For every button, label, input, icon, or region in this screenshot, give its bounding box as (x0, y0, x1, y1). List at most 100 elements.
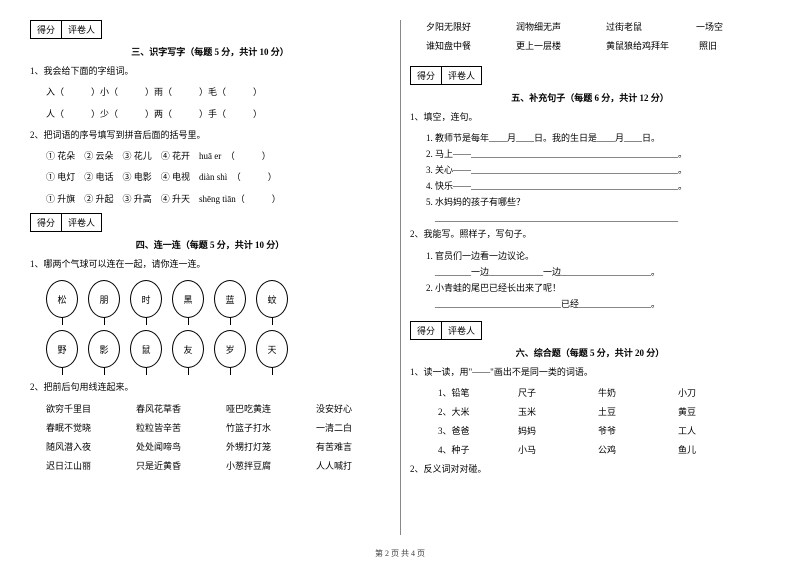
word-cell: 妈妈 (518, 424, 558, 437)
match-cell: 人人喊打 (316, 459, 376, 472)
match-cell: 夕阳无限好 (426, 20, 486, 33)
word-row: 3、爸爸 妈妈 爷爷 工人 (410, 424, 770, 437)
fill-line: ________一边____________一边________________… (410, 265, 770, 278)
match-cell: 春眠不觉晓 (46, 421, 106, 434)
match-cell: 小葱拌豆腐 (226, 459, 286, 472)
match-row: 随风潜入夜处处闻啼鸟外甥打灯笼有苦难言 (30, 440, 390, 453)
balloon: 友 (172, 330, 204, 368)
word-cell: 2、大米 (438, 405, 478, 418)
q5-2: 2、我能写。照样子，写句子。 (410, 227, 770, 242)
q3-1-line2: 人（ ）少（ ）两（ ）手（ ） (30, 107, 390, 122)
score-box-5: 得分 评卷人 (410, 66, 482, 85)
word-row: 2、大米 玉米 土豆 黄豆 (410, 405, 770, 418)
word-cell: 牛奶 (598, 386, 638, 399)
score-box-6: 得分 评卷人 (410, 321, 482, 340)
q5-1: 1、填空，连句。 (410, 110, 770, 125)
word-cell: 黄豆 (678, 405, 718, 418)
word-cell: 小马 (518, 443, 558, 456)
match-cell: 一清二白 (316, 421, 376, 434)
balloons-bottom: 野 影 鼠 友 岁 天 (46, 330, 390, 368)
score-box-3: 得分 评卷人 (30, 20, 102, 39)
section-4-title: 四、连一连（每题 5 分，共计 10 分） (30, 238, 390, 251)
match-row: 夕阳无限好 润物细无声 过街老鼠 一场空 (410, 20, 770, 33)
word-cell: 玉米 (518, 405, 558, 418)
match-cell: 黄鼠狼给鸡拜年 (606, 39, 669, 52)
match-cell: 欲穷千里目 (46, 402, 106, 415)
match-cell: 春风花草香 (136, 402, 196, 415)
balloon: 影 (88, 330, 120, 368)
score-label: 得分 (31, 214, 62, 231)
match-cell: 过街老鼠 (606, 20, 666, 33)
word-cell: 1、铅笔 (438, 386, 478, 399)
match-cell: 竹篮子打水 (226, 421, 286, 434)
left-column: 得分 评卷人 三、识字写字（每题 5 分，共计 10 分） 1、我会给下面的字组… (30, 20, 390, 483)
grader-label: 评卷人 (442, 67, 481, 84)
match-cell: 一场空 (696, 20, 756, 33)
fill-line: 1. 教师节是每年____月____日。我的生日是____月____日。 (410, 131, 770, 144)
q4-1: 1、哪两个气球可以连在一起，请你连一连。 (30, 257, 390, 272)
fill-line: ________________________________________… (410, 211, 770, 224)
balloon: 蓝 (214, 280, 246, 318)
q6-1: 1、读一读，用"——"画出不是同一类的词语。 (410, 365, 770, 380)
balloon: 野 (46, 330, 78, 368)
q6-2: 2、反义词对对碰。 (410, 462, 770, 477)
right-column: 夕阳无限好 润物细无声 过街老鼠 一场空谁知盘中餐 更上一层楼 黄鼠狼给鸡拜年 照旧 得分 … (410, 20, 770, 483)
balloon: 松 (46, 280, 78, 318)
word-cell: 公鸡 (598, 443, 638, 456)
fill-line: ____________________________已经__________… (410, 297, 770, 310)
grader-label: 评卷人 (62, 214, 101, 231)
match-cell: 照旧 (699, 39, 759, 52)
match-row: 谁知盘中餐 更上一层楼 黄鼠狼给鸡拜年 照旧 (410, 39, 770, 52)
page-footer: 第 2 页 共 4 页 (0, 548, 800, 559)
match-cell: 没安好心 (316, 402, 376, 415)
score-label: 得分 (411, 67, 442, 84)
match-cell: 处处闻啼鸟 (136, 440, 196, 453)
q4-2: 2、把前后句用线连起来。 (30, 380, 390, 395)
match-row: 春眠不觉晓粒粒皆辛苦竹篮子打水一清二白 (30, 421, 390, 434)
balloon: 天 (256, 330, 288, 368)
fill-line: 5. 水妈妈的孩子有哪些？ (410, 195, 770, 208)
match-cell: 有苦难言 (316, 440, 376, 453)
score-label: 得分 (411, 322, 442, 339)
balloon: 黑 (172, 280, 204, 318)
match-cell: 润物细无声 (516, 20, 576, 33)
fill-line: 2. 马上——_________________________________… (410, 147, 770, 160)
word-cell: 爷爷 (598, 424, 638, 437)
word-row: 1、铅笔尺子牛奶小刀 (410, 386, 770, 399)
match-cell: 迟日江山丽 (46, 459, 106, 472)
balloon: 鼠 (130, 330, 162, 368)
word-cell: 3、爸爸 (438, 424, 478, 437)
q3-2-1: ① 花朵 ② 云朵 ③ 花儿 ④ 花开 huā er （ ） (30, 149, 390, 164)
grader-label: 评卷人 (442, 322, 481, 339)
q3-2-3: ① 升旗 ② 升起 ③ 升高 ④ 升天 shēng tiān（ ） (30, 192, 390, 207)
fill-line: 3. 关心——_________________________________… (410, 163, 770, 176)
fill-line: 2. 小青蛙的尾巴已经长出来了呢！ (410, 281, 770, 294)
section-3-title: 三、识字写字（每题 5 分，共计 10 分） (30, 45, 390, 58)
match-cell: 哑巴吃黄连 (226, 402, 286, 415)
balloon: 朋 (88, 280, 120, 318)
word-cell: 4、种子 (438, 443, 478, 456)
balloon: 岁 (214, 330, 246, 368)
section-6-title: 六、综合题（每题 5 分，共计 20 分） (410, 346, 770, 359)
score-box-4: 得分 评卷人 (30, 213, 102, 232)
match-cell: 更上一层楼 (516, 39, 576, 52)
word-cell: 工人 (678, 424, 718, 437)
fill-line: 4. 快乐——_________________________________… (410, 179, 770, 192)
section-5-title: 五、补充句子（每题 6 分，共计 12 分） (410, 91, 770, 104)
match-cell: 谁知盘中餐 (426, 39, 486, 52)
balloon: 时 (130, 280, 162, 318)
word-cell: 鱼儿 (678, 443, 718, 456)
balloon: 蚊 (256, 280, 288, 318)
word-row: 4、种子 小马 公鸡 鱼儿 (410, 443, 770, 456)
match-row: 欲穷千里目 春风花草香 哑巴吃黄连 没安好心 (30, 402, 390, 415)
match-row: 迟日江山丽只是近黄昏小葱拌豆腐人人喊打 (30, 459, 390, 472)
q3-2-2: ① 电灯 ② 电话 ③ 电影 ④ 电视 diàn shì （ ） (30, 170, 390, 185)
balloons-top: 松 朋 时 黑 蓝 蚊 (46, 280, 390, 318)
match-cell: 外甥打灯笼 (226, 440, 286, 453)
word-cell: 土豆 (598, 405, 638, 418)
fill-line: 1. 官员们一边看一边议论。 (410, 249, 770, 262)
column-divider (400, 20, 401, 535)
q3-2: 2、把词语的序号填写到拼音后面的括号里。 (30, 128, 390, 143)
word-cell: 小刀 (678, 386, 718, 399)
score-label: 得分 (31, 21, 62, 38)
